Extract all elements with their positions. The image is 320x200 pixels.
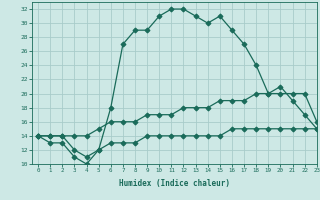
X-axis label: Humidex (Indice chaleur): Humidex (Indice chaleur) [119,179,230,188]
